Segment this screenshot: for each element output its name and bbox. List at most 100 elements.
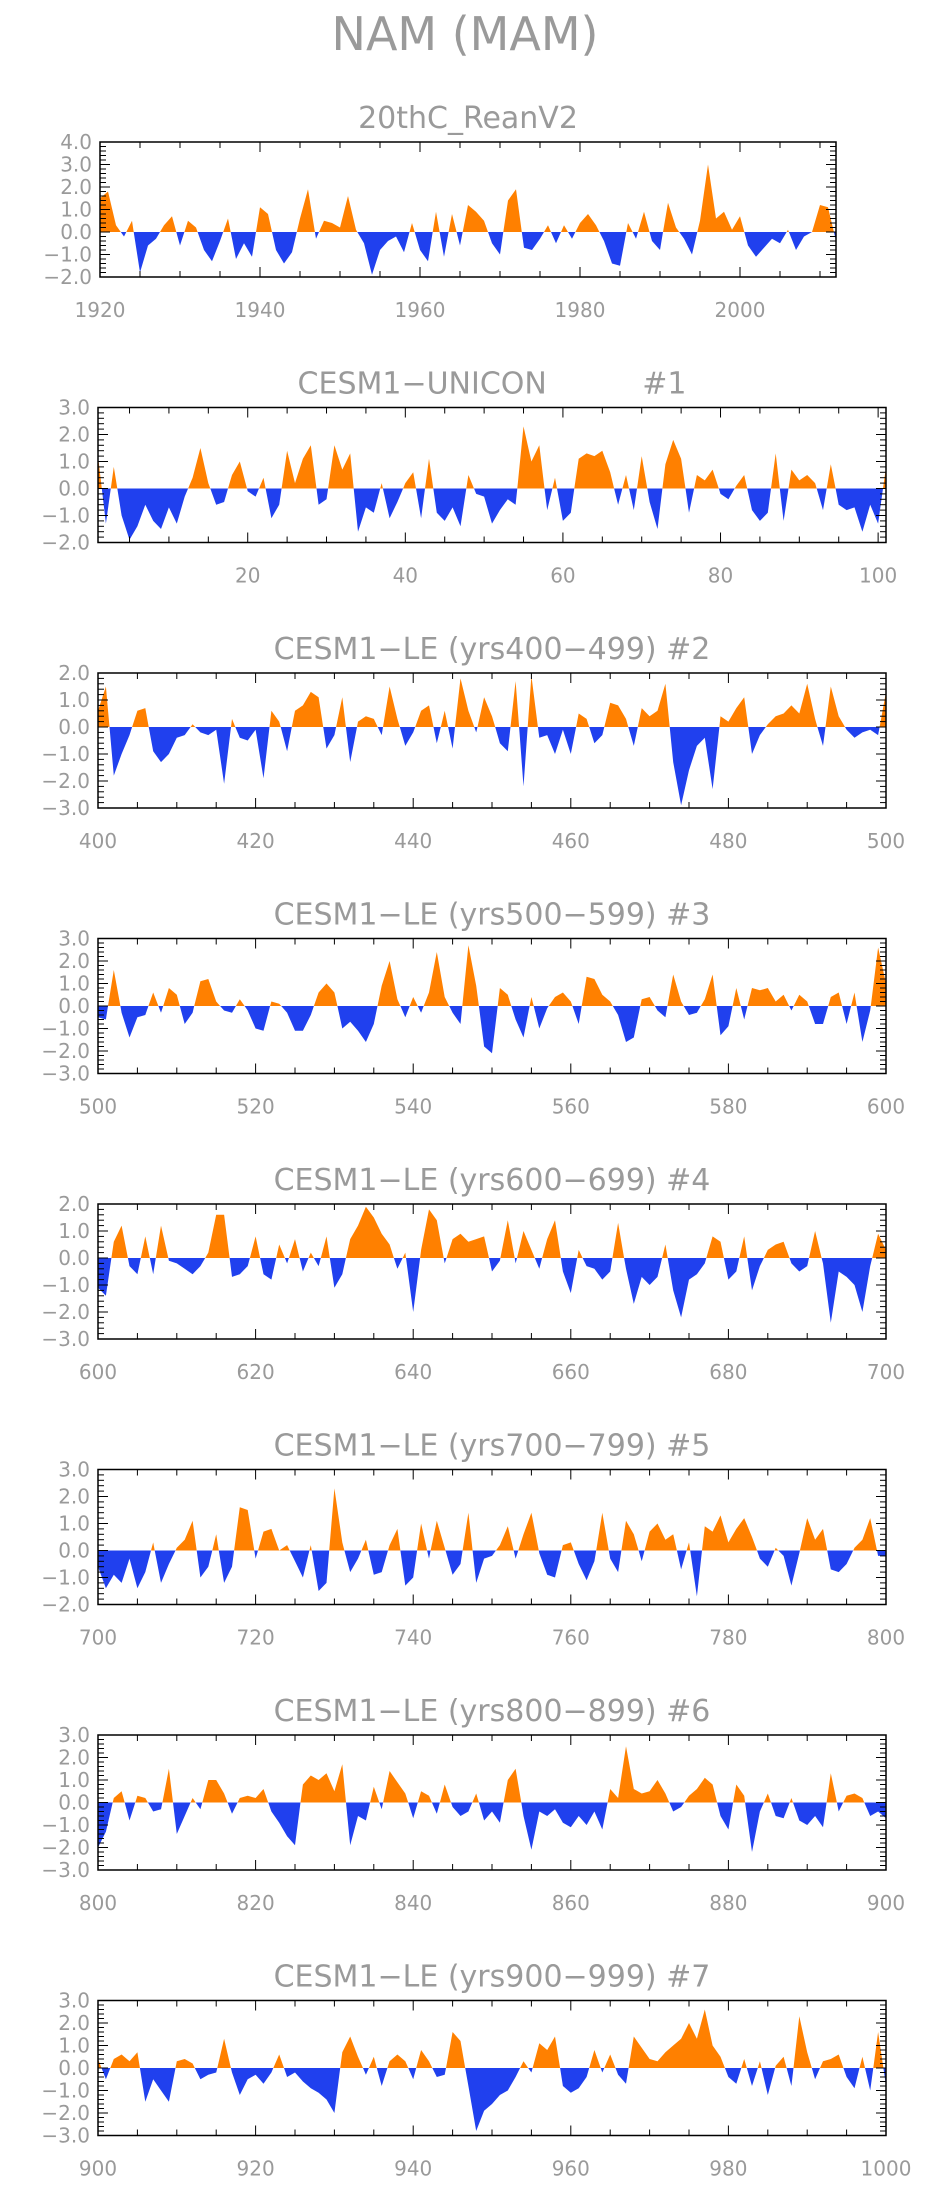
plot-frame	[97, 406, 887, 544]
x-tick-label: 620	[237, 1360, 275, 1384]
x-tick-label: 920	[237, 2157, 275, 2181]
page-title: NAM (MAM)	[332, 7, 599, 61]
x-tick-label: 820	[237, 1891, 275, 1915]
y-tick-label: 3.0	[58, 1723, 90, 1747]
positive-area-series	[98, 675, 886, 727]
y-tick-label: −3.0	[41, 1858, 90, 1882]
x-tick-label: 440	[394, 829, 432, 853]
plot-frame	[97, 672, 887, 809]
chart-panel-8: CESM1−LE (yrs900−999) #7−3.0−2.0−1.00.01…	[41, 1960, 911, 2181]
y-tick-label: −2.0	[41, 531, 90, 555]
x-tick-label: 100	[859, 564, 897, 588]
x-tick-label: 600	[867, 1095, 905, 1119]
y-tick-label: −1.0	[43, 243, 92, 267]
x-tick-label: 1920	[75, 298, 126, 322]
x-tick-label: 980	[709, 2157, 747, 2181]
negative-area-series	[100, 232, 836, 275]
x-tick-label: 680	[709, 1360, 747, 1384]
x-tick-label: 900	[867, 1891, 905, 1915]
x-tick-label: 60	[550, 564, 575, 588]
positive-area-series	[98, 2009, 886, 2068]
y-tick-label: 1.0	[58, 972, 90, 996]
x-tick-label: 760	[552, 1626, 590, 1650]
x-tick-label: 1000	[861, 2157, 912, 2181]
x-tick-label: 880	[709, 1891, 747, 1915]
y-tick-label: 3.0	[58, 396, 90, 420]
x-tick-label: 1980	[555, 298, 606, 322]
positive-area-series	[98, 945, 886, 1006]
y-tick-label: −1.0	[41, 504, 90, 528]
y-tick-label: 0.0	[58, 1791, 90, 1815]
y-tick-label: −1.0	[41, 1017, 90, 1041]
y-tick-label: 2.0	[58, 1192, 90, 1216]
positive-area-series	[98, 1206, 886, 1258]
positive-area-series	[98, 1746, 886, 1803]
x-tick-label: 700	[79, 1626, 117, 1650]
x-tick-label: 40	[393, 564, 418, 588]
x-tick-label: 660	[552, 1360, 590, 1384]
x-tick-label: 540	[394, 1095, 432, 1119]
x-tick-label: 700	[867, 1360, 905, 1384]
y-tick-label: 2.0	[58, 423, 90, 447]
y-tick-label: −3.0	[41, 796, 90, 820]
x-tick-label: 580	[709, 1095, 747, 1119]
negative-area-series	[98, 1006, 886, 1054]
y-tick-label: 1.0	[58, 1219, 90, 1243]
y-tick-label: −2.0	[41, 1300, 90, 1324]
panel-title: CESM1−LE (yrs700−799) #5	[274, 1429, 711, 1464]
y-tick-label: −2.0	[41, 1836, 90, 1860]
positive-area-series	[98, 1488, 886, 1551]
negative-area-series	[98, 1802, 886, 1852]
x-tick-label: 940	[394, 2157, 432, 2181]
panel-title: CESM1−UNICON #1	[298, 367, 687, 402]
y-tick-label: 2.0	[60, 175, 92, 199]
y-tick-label: 2.0	[58, 949, 90, 973]
positive-area-series	[98, 426, 886, 489]
y-tick-label: −3.0	[41, 2124, 90, 2148]
panel-title: CESM1−LE (yrs500−599) #3	[274, 898, 711, 933]
x-tick-label: 1940	[235, 298, 286, 322]
negative-area-series	[98, 1258, 886, 1323]
panel-title: CESM1−LE (yrs900−999) #7	[274, 1960, 711, 1995]
y-tick-label: −2.0	[43, 265, 92, 289]
panel-title: CESM1−LE (yrs400−499) #2	[274, 632, 711, 667]
x-tick-label: 20	[235, 564, 260, 588]
y-tick-label: −2.0	[41, 1039, 90, 1063]
y-tick-label: 2.0	[58, 661, 90, 685]
x-tick-label: 860	[552, 1891, 590, 1915]
x-tick-label: 500	[867, 829, 905, 853]
y-tick-label: 2.0	[58, 1746, 90, 1770]
y-tick-label: 0.0	[60, 220, 92, 244]
y-tick-label: 0.0	[58, 1539, 90, 1563]
y-tick-label: 2.0	[58, 1485, 90, 1509]
y-tick-label: 1.0	[58, 688, 90, 712]
y-tick-label: 1.0	[58, 450, 90, 474]
x-tick-label: 520	[237, 1095, 275, 1119]
y-tick-label: −2.0	[41, 1593, 90, 1617]
y-tick-label: 1.0	[58, 2034, 90, 2058]
x-tick-label: 720	[237, 1626, 275, 1650]
x-tick-label: 840	[394, 1891, 432, 1915]
chart-panel-3: CESM1−LE (yrs400−499) #2 −3.0 −2.0 −1.0 0.0 1…	[41, 632, 905, 853]
negative-area-series	[98, 727, 886, 806]
y-tick-label: 1.0	[58, 1768, 90, 1792]
y-tick-label: 3.0	[60, 153, 92, 177]
negative-area-series	[98, 1550, 886, 1597]
y-tick-label: −2.0	[41, 769, 90, 793]
y-tick-label: −1.0	[41, 1813, 90, 1837]
panel-title: 20thC_ReanV2	[358, 101, 578, 136]
y-tick-label: 4.0	[60, 130, 92, 154]
y-tick-label: 0.0	[58, 715, 90, 739]
x-tick-label: 400	[79, 829, 117, 853]
y-tick-label: −1.0	[41, 1273, 90, 1297]
y-tick-label: 3.0	[58, 1458, 90, 1482]
x-tick-label: 900	[79, 2157, 117, 2181]
y-tick-label: 0.0	[58, 477, 90, 501]
chart-panel-5: CESM1−LE (yrs600−699) #4 −3.0 −2.0 −1.0 0.0 1…	[41, 1163, 905, 1384]
x-tick-label: 800	[867, 1626, 905, 1650]
y-tick-label: 3.0	[58, 927, 90, 951]
x-tick-label: 480	[709, 829, 747, 853]
x-tick-label: 640	[394, 1360, 432, 1384]
